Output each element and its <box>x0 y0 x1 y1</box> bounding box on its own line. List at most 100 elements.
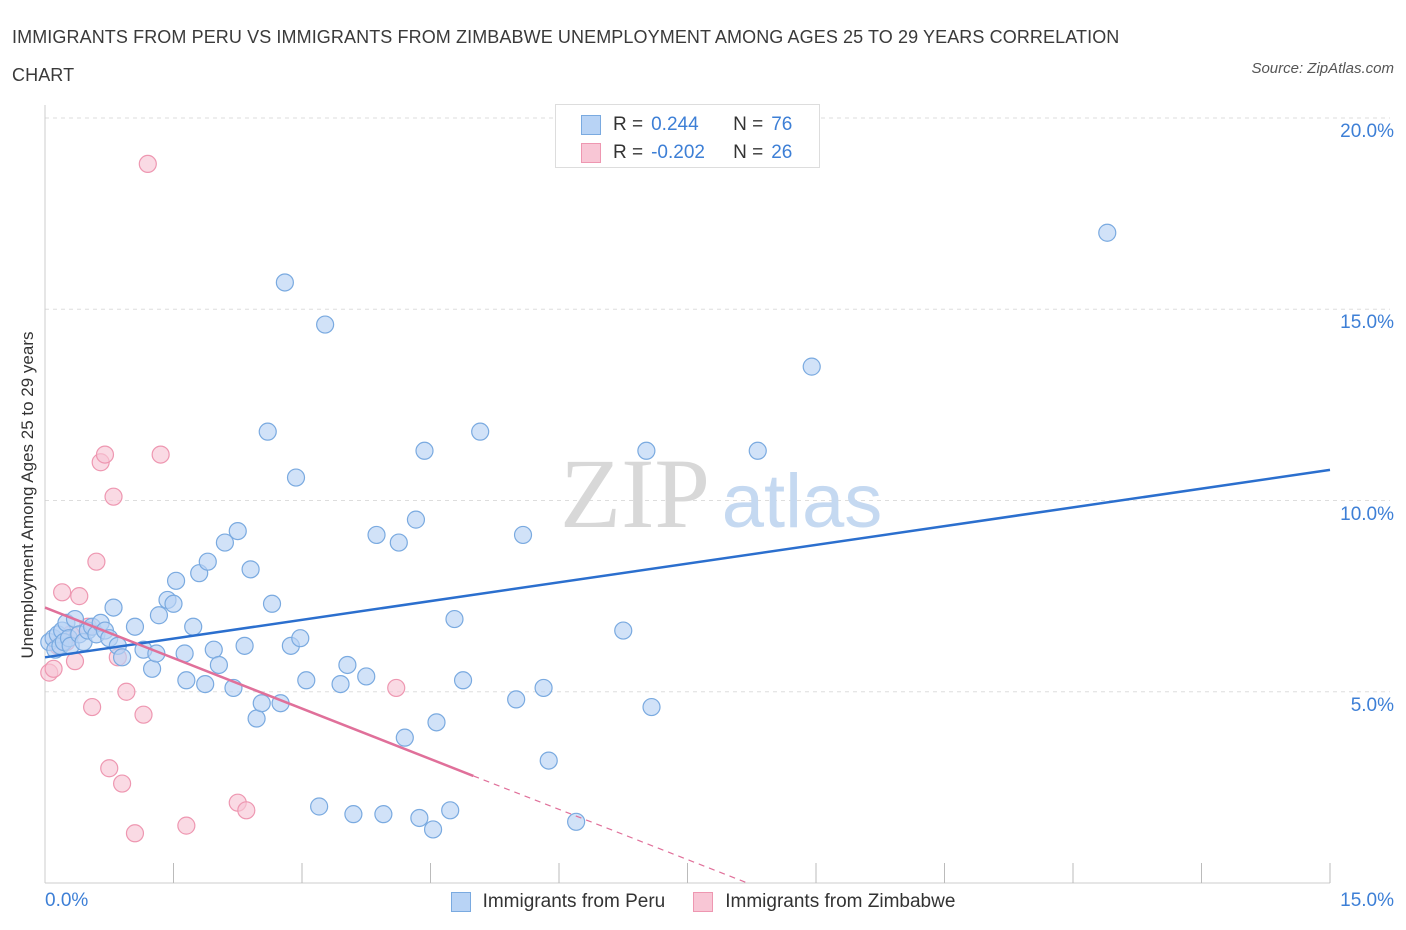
r-value-zimbabwe: -0.202 <box>651 142 705 163</box>
peru-point <box>453 671 473 690</box>
zimbabwe-point <box>65 652 85 671</box>
peru-point <box>177 671 196 690</box>
peru-point <box>209 655 229 675</box>
y-tick-label: 15.0% <box>1340 312 1394 334</box>
peru-point <box>228 521 247 541</box>
peru-point <box>513 525 533 545</box>
peru-point <box>423 820 443 839</box>
peru-point <box>374 805 393 824</box>
peru-point <box>1098 223 1117 242</box>
chart-title: IMMIGRANTS FROM PERU VS IMMIGRANTS FROM … <box>12 27 1120 85</box>
legend-label-zimbabwe: Immigrants from Zimbabwe <box>725 891 956 912</box>
peru-point <box>241 560 260 579</box>
peru-point <box>445 609 464 629</box>
zimbabwe-points <box>40 154 406 843</box>
watermark-atlas: atlas <box>722 459 883 544</box>
zimbabwe-point <box>112 774 132 793</box>
n-label: N = <box>733 142 764 163</box>
zimbabwe-point <box>104 487 123 506</box>
correlation-stats-box: R = 0.244 N = 76 R = -0.202 N = 26 <box>555 104 820 168</box>
zimbabwe-trend-line <box>44 606 474 778</box>
peru-point <box>149 606 169 625</box>
zimbabwe-point <box>134 705 153 724</box>
zimbabwe-point <box>53 583 72 602</box>
peru-point <box>338 655 357 675</box>
peru-point <box>642 697 661 717</box>
peru-point <box>252 694 271 713</box>
peru-point <box>291 629 310 648</box>
peru-point <box>471 422 490 441</box>
zimbabwe-point <box>151 445 170 464</box>
peru-point <box>235 636 254 655</box>
peru-point <box>204 640 223 659</box>
peru-swatch <box>581 115 601 135</box>
stat-row-zimbabwe: R = -0.202 N = 26 <box>556 139 792 167</box>
peru-point <box>415 441 434 460</box>
peru-point <box>748 441 767 460</box>
zimbabwe-point <box>95 445 115 464</box>
legend-item-zimbabwe[interactable]: Immigrants from Zimbabwe <box>693 891 955 913</box>
peru-point <box>331 674 350 694</box>
peru-point <box>258 422 277 441</box>
peru-point <box>166 571 186 590</box>
x-tick-max: 15.0% <box>1340 890 1394 911</box>
zimbabwe-point <box>237 801 256 820</box>
peru-point <box>367 525 386 545</box>
peru-point <box>275 273 294 292</box>
n-label: N = <box>733 114 764 135</box>
peru-point <box>198 552 217 571</box>
source-credit: Source: ZipAtlas.com <box>1251 60 1394 77</box>
peru-point <box>196 674 215 694</box>
y-tick-label: 10.0% <box>1340 503 1394 525</box>
zimbabwe-point <box>387 678 406 698</box>
zimbabwe-trend-extension <box>473 775 748 884</box>
r-value-peru: 0.244 <box>651 114 699 135</box>
zimbabwe-point <box>177 816 196 835</box>
y-tick-label: 20.0% <box>1340 121 1394 142</box>
peru-point <box>215 533 234 552</box>
peru-point <box>344 805 363 824</box>
stat-row-peru: R = 0.244 N = 76 <box>556 111 792 139</box>
legend-label-peru: Immigrants from Peru <box>482 891 666 912</box>
peru-point <box>247 709 266 728</box>
zimbabwe-point <box>70 587 89 606</box>
zimbabwe-point <box>138 154 157 173</box>
peru-point <box>286 468 306 487</box>
chart-legend: Immigrants from Peru Immigrants from Zim… <box>0 888 1406 916</box>
peru-point <box>539 751 558 770</box>
peru-point <box>310 797 329 816</box>
peru-point <box>389 533 408 552</box>
r-label: R = <box>613 114 644 135</box>
watermark-zip: ZIP <box>560 438 710 549</box>
peru-point <box>316 315 335 334</box>
zimbabwe-swatch <box>693 892 714 912</box>
peru-point <box>262 594 282 613</box>
r-label: R = <box>613 142 644 163</box>
gridlines <box>45 117 1390 693</box>
peru-point <box>441 801 460 820</box>
zimbabwe-point <box>87 552 106 571</box>
peru-point <box>802 357 821 376</box>
zimbabwe-point <box>100 759 119 778</box>
peru-point <box>637 441 656 460</box>
peru-point <box>164 594 183 613</box>
axes <box>44 105 1331 884</box>
n-value-peru: 76 <box>771 114 793 135</box>
peru-point <box>357 667 376 686</box>
peru-point <box>395 728 414 747</box>
peru-point <box>534 678 553 698</box>
peru-trend-line <box>44 468 1331 659</box>
legend-item-peru[interactable]: Immigrants from Peru <box>450 891 666 913</box>
zimbabwe-swatch <box>581 143 601 163</box>
peru-points <box>40 223 1117 839</box>
peru-point <box>614 621 633 640</box>
n-value-zimbabwe: 26 <box>771 142 793 163</box>
zimbabwe-point <box>125 824 145 843</box>
zimbabwe-point <box>83 697 102 717</box>
y-tick-label: 5.0% <box>1350 694 1394 716</box>
peru-point <box>184 617 203 636</box>
peru-point <box>125 617 145 636</box>
peru-point <box>112 648 132 667</box>
peru-point <box>297 671 316 690</box>
peru-point <box>507 690 526 709</box>
